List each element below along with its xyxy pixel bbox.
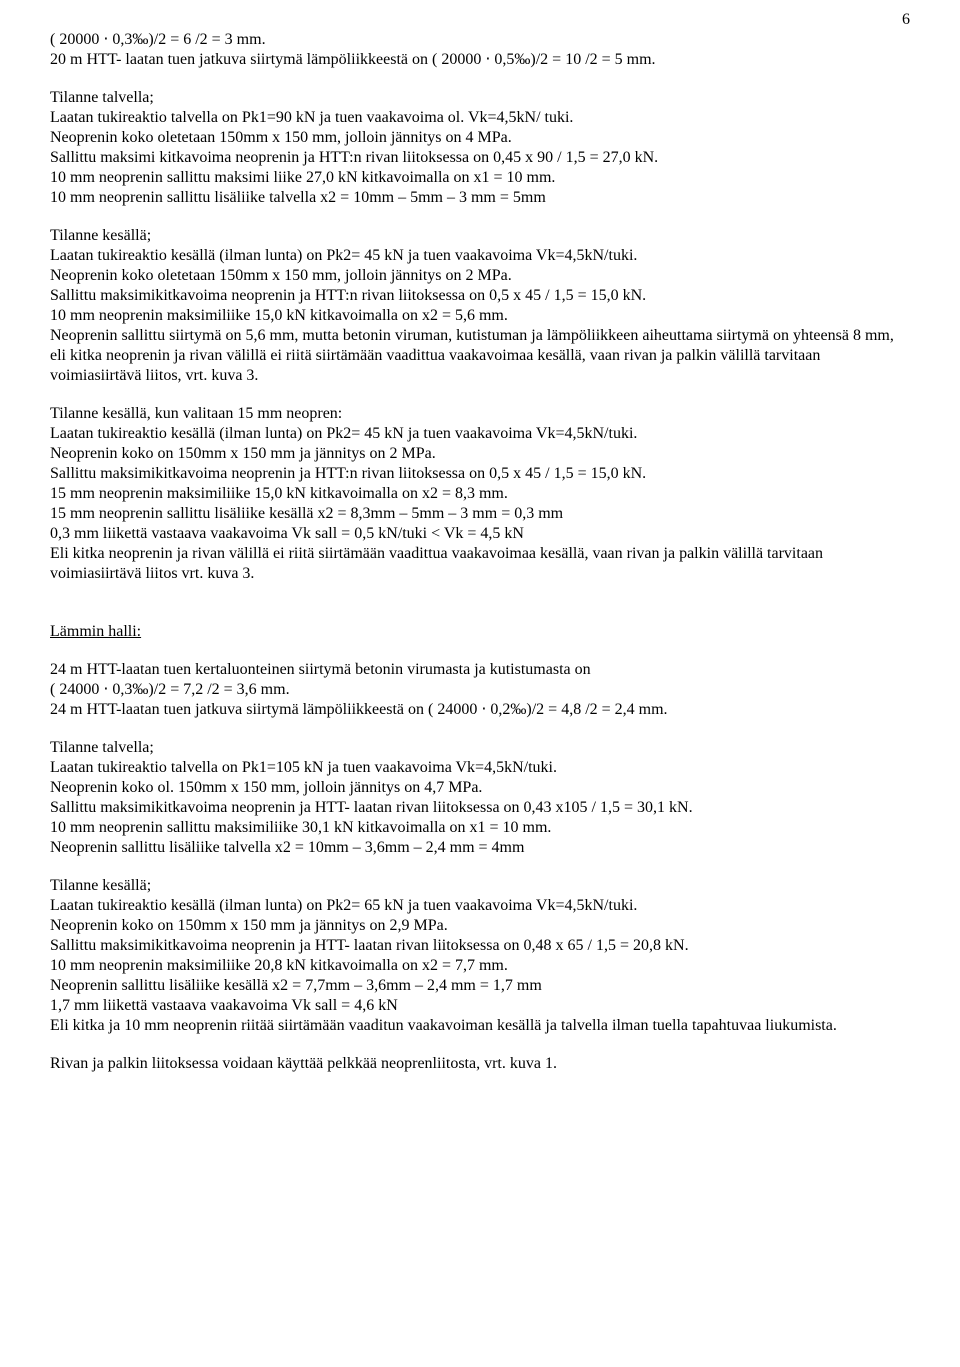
heading-underlined-text: Lämmin halli: — [50, 623, 141, 640]
paragraph-4: Tilanne kesällä, kun valitaan 15 mm neop… — [50, 404, 910, 584]
paragraph-5: 24 m HTT-laatan tuen kertaluonteinen sii… — [50, 660, 910, 720]
heading-lammin-halli: Lämmin halli: — [50, 602, 910, 642]
paragraph-1: ( 20000 ⋅ 0,3‰)/2 = 6 /2 = 3 mm. 20 m HT… — [50, 30, 910, 70]
document-page: 6 ( 20000 ⋅ 0,3‰)/2 = 6 /2 = 3 mm. 20 m … — [0, 0, 960, 1367]
page-number: 6 — [902, 10, 910, 30]
paragraph-3: Tilanne kesällä; Laatan tukireaktio kesä… — [50, 226, 910, 386]
paragraph-7: Tilanne kesällä; Laatan tukireaktio kesä… — [50, 876, 910, 1036]
paragraph-2: Tilanne talvella; Laatan tukireaktio tal… — [50, 88, 910, 208]
paragraph-6: Tilanne talvella; Laatan tukireaktio tal… — [50, 738, 910, 858]
paragraph-8: Rivan ja palkin liitoksessa voidaan käyt… — [50, 1054, 910, 1074]
